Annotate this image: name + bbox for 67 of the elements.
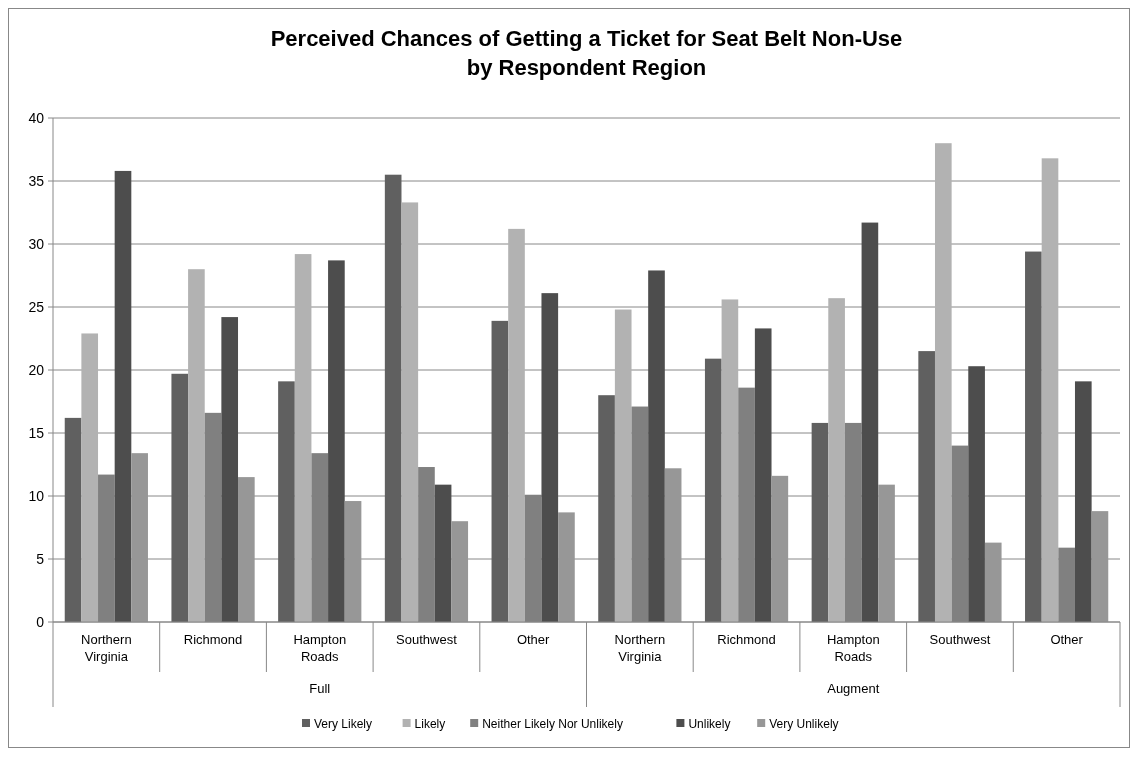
bar xyxy=(811,422,829,622)
bar xyxy=(918,351,935,622)
bar xyxy=(238,477,255,622)
y-tick-label: 5 xyxy=(36,550,45,567)
bar xyxy=(984,542,1002,622)
legend-label: Very Unlikely xyxy=(769,717,839,731)
bar xyxy=(771,475,789,622)
bar xyxy=(131,453,148,622)
bar xyxy=(754,328,772,622)
x-tick-label: Other xyxy=(516,632,551,647)
legend-label: Likely xyxy=(414,717,446,731)
x-tick-label: Southwest xyxy=(929,632,991,647)
bar xyxy=(171,373,189,622)
bar xyxy=(558,512,575,622)
bar xyxy=(721,299,739,622)
bar xyxy=(664,468,682,622)
bar xyxy=(598,395,615,622)
x-tick-label: Hampton Roads xyxy=(293,632,347,664)
x-tick-label: Southwest xyxy=(396,632,458,647)
x-tick-label: Northern Virginia xyxy=(614,632,666,664)
y-tick-label: 35 xyxy=(28,172,45,189)
bar xyxy=(1091,511,1109,622)
bar xyxy=(434,484,452,622)
chart-title: Perceived Chances of Getting a Ticket for Seat Belt Non-Use by Respondent Region xyxy=(270,26,903,80)
bar xyxy=(968,366,985,622)
y-tick-label: 0 xyxy=(36,613,45,630)
y-tick-label: 40 xyxy=(28,109,45,126)
bar xyxy=(1025,251,1042,622)
bar xyxy=(878,484,895,622)
bar xyxy=(401,202,419,622)
bar xyxy=(64,417,82,622)
text: Augment xyxy=(827,681,880,696)
y-tick-label: 20 xyxy=(28,361,45,378)
bar xyxy=(328,260,345,622)
bar xyxy=(508,228,525,622)
y-tick-label: 10 xyxy=(28,487,45,504)
y-tick-label: 30 xyxy=(28,235,45,252)
x-tick-label: Richmond xyxy=(183,632,243,647)
x-tick-label: Northern Virginia xyxy=(81,632,132,664)
legend-label: Unlikely xyxy=(688,717,731,731)
text: Full xyxy=(309,681,331,696)
bar xyxy=(828,298,845,622)
y-tick-label: 25 xyxy=(28,298,45,315)
bar xyxy=(1041,158,1059,622)
bar xyxy=(704,358,722,622)
bar xyxy=(384,174,402,622)
bar xyxy=(81,333,99,622)
x-tick-label: Richmond xyxy=(717,632,776,647)
x-tick-label: Hampton Roads xyxy=(826,632,880,664)
bar xyxy=(188,269,205,622)
bar xyxy=(114,170,132,622)
bar xyxy=(344,501,362,622)
bar xyxy=(541,293,559,622)
bar xyxy=(1074,381,1092,622)
bar xyxy=(934,143,952,622)
bar xyxy=(221,317,239,622)
bar xyxy=(451,521,469,622)
bar xyxy=(278,381,295,622)
legend-label: Very Likely xyxy=(314,717,373,731)
bar xyxy=(614,309,632,622)
legend-label: Neither Likely Nor Unlikely xyxy=(482,717,623,731)
y-tick-label: 15 xyxy=(28,424,45,441)
x-tick-label: Other xyxy=(1050,632,1084,647)
bar xyxy=(861,222,879,622)
bar xyxy=(648,270,665,622)
bar xyxy=(294,254,312,622)
bar xyxy=(491,320,509,622)
